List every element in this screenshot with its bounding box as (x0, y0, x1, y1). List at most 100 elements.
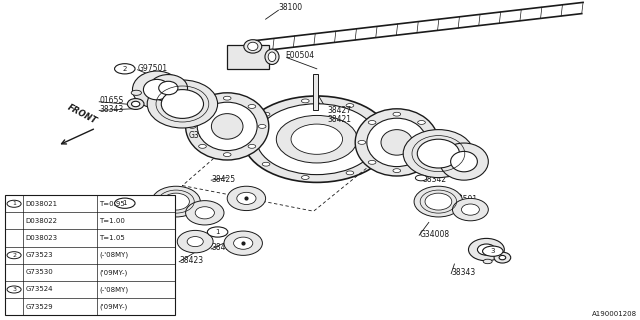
Circle shape (483, 246, 503, 256)
Ellipse shape (211, 114, 243, 139)
Ellipse shape (224, 231, 262, 255)
Text: 38423: 38423 (147, 196, 172, 204)
Ellipse shape (461, 204, 479, 215)
Text: G34008: G34008 (419, 230, 449, 239)
Ellipse shape (468, 238, 504, 261)
Ellipse shape (159, 81, 178, 95)
Circle shape (418, 160, 426, 164)
Text: G73524: G73524 (26, 286, 53, 292)
Circle shape (7, 200, 21, 207)
Text: 1: 1 (122, 200, 127, 206)
Circle shape (115, 198, 135, 208)
Text: 38427: 38427 (328, 106, 352, 115)
Ellipse shape (195, 207, 214, 219)
Circle shape (115, 64, 135, 74)
Ellipse shape (127, 99, 144, 109)
Text: 38342: 38342 (422, 175, 447, 184)
Text: ('09MY-): ('09MY-) (99, 269, 127, 276)
Ellipse shape (367, 118, 427, 167)
Circle shape (259, 124, 266, 128)
Text: A21053: A21053 (422, 167, 452, 176)
Ellipse shape (276, 116, 357, 163)
Text: D038023: D038023 (26, 235, 58, 241)
Text: (-'08MY): (-'08MY) (99, 286, 129, 293)
Text: D038021: D038021 (26, 201, 58, 207)
Text: 38425: 38425 (211, 244, 236, 252)
Text: 1: 1 (12, 201, 16, 206)
Text: G97501: G97501 (448, 195, 478, 204)
Circle shape (198, 105, 206, 108)
Ellipse shape (152, 186, 200, 217)
Ellipse shape (291, 124, 342, 154)
Circle shape (7, 252, 21, 259)
Text: 3: 3 (490, 248, 495, 254)
Bar (312, 74, 319, 110)
Circle shape (368, 121, 376, 124)
Ellipse shape (186, 93, 269, 160)
Circle shape (393, 169, 401, 172)
Ellipse shape (234, 237, 253, 249)
Text: D038022: D038022 (26, 218, 58, 224)
Ellipse shape (414, 186, 463, 217)
Ellipse shape (186, 201, 224, 225)
Text: 2: 2 (123, 66, 127, 72)
Circle shape (188, 124, 196, 128)
Ellipse shape (248, 42, 258, 51)
Text: FRONT: FRONT (66, 102, 98, 125)
Ellipse shape (477, 244, 495, 255)
Text: G73523: G73523 (26, 252, 53, 258)
Circle shape (483, 259, 492, 264)
Circle shape (207, 227, 228, 237)
Ellipse shape (149, 75, 188, 101)
Text: T=1.05: T=1.05 (99, 235, 125, 241)
Text: G73529: G73529 (26, 304, 53, 310)
Ellipse shape (494, 252, 511, 263)
Text: 38425: 38425 (211, 175, 236, 184)
Text: ('09MY-): ('09MY-) (99, 303, 127, 310)
Circle shape (358, 140, 365, 144)
Text: G34008: G34008 (189, 132, 219, 140)
Text: 38342: 38342 (141, 74, 165, 83)
Circle shape (131, 90, 141, 95)
Circle shape (262, 162, 270, 166)
Circle shape (7, 286, 21, 293)
Ellipse shape (161, 90, 204, 118)
Text: 38100: 38100 (278, 4, 303, 12)
Text: G73530: G73530 (26, 269, 53, 275)
Circle shape (223, 96, 231, 100)
Text: 38421: 38421 (328, 116, 352, 124)
Ellipse shape (163, 193, 189, 210)
Circle shape (368, 160, 376, 164)
Ellipse shape (499, 255, 506, 260)
Bar (5, 195, 175, 315)
Ellipse shape (403, 130, 474, 178)
Ellipse shape (425, 193, 452, 210)
Ellipse shape (132, 101, 140, 107)
Text: T=0.95: T=0.95 (99, 201, 125, 207)
Ellipse shape (132, 71, 181, 108)
Circle shape (418, 121, 426, 124)
Ellipse shape (440, 143, 488, 180)
Ellipse shape (451, 151, 477, 172)
Ellipse shape (417, 139, 460, 168)
Text: 3: 3 (12, 287, 16, 292)
Text: G97501: G97501 (138, 64, 168, 73)
Circle shape (262, 112, 270, 116)
Circle shape (301, 99, 309, 103)
Ellipse shape (227, 186, 266, 211)
Circle shape (248, 105, 256, 108)
Text: 38343: 38343 (99, 105, 124, 114)
Ellipse shape (268, 52, 276, 61)
Circle shape (246, 137, 254, 141)
Ellipse shape (381, 130, 413, 155)
Circle shape (375, 124, 383, 128)
Text: 0165S: 0165S (99, 96, 124, 105)
Circle shape (346, 104, 354, 108)
Ellipse shape (197, 102, 257, 151)
Circle shape (415, 175, 427, 181)
Text: (-'08MY): (-'08MY) (99, 252, 129, 259)
Circle shape (393, 112, 401, 116)
Circle shape (428, 140, 436, 144)
Circle shape (198, 144, 206, 148)
Ellipse shape (257, 104, 377, 175)
